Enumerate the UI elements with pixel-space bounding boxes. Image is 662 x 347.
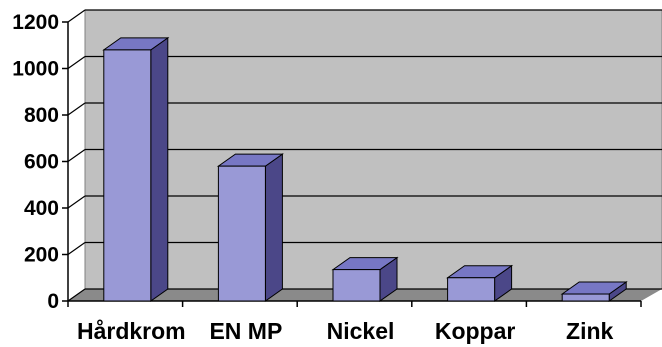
- x-tick-label: Hårdkrom: [77, 318, 186, 344]
- bar: [331, 256, 399, 302]
- y-tick-label: 600: [24, 151, 59, 174]
- bar: [446, 264, 514, 302]
- gridline: [67, 9, 662, 23]
- x-axis: Hårdkrom EN MP Nickel Koppar Zink: [67, 301, 642, 344]
- gridline: [67, 55, 662, 69]
- x-tick-label: Zink: [566, 318, 613, 344]
- x-tick-label: Koppar: [435, 318, 516, 344]
- gridline: [67, 195, 662, 209]
- y-tick-label: 800: [24, 104, 59, 127]
- bar: [560, 281, 628, 302]
- y-tick-label: 0: [47, 290, 59, 313]
- x-tick-label: EN MP: [209, 318, 282, 344]
- gridline: [67, 148, 662, 162]
- gridline: [67, 102, 662, 116]
- bars: [102, 36, 628, 302]
- y-axis: 0 200 400 600 800 1000 1200: [12, 11, 68, 313]
- x-tick-label: Nickel: [327, 318, 395, 344]
- y-tick-label: 1200: [12, 11, 59, 34]
- bar: [216, 153, 284, 302]
- bar: [102, 36, 170, 302]
- y-tick-label: 400: [24, 197, 59, 220]
- y-tick-label: 1000: [12, 58, 59, 81]
- gridline: [67, 241, 662, 255]
- y-tick-label: 200: [24, 244, 59, 267]
